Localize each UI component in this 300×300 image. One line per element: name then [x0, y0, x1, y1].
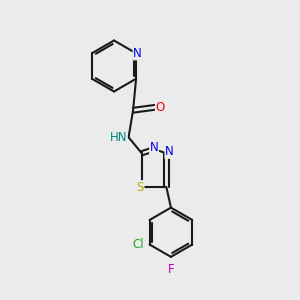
- Text: N: N: [133, 47, 142, 60]
- Text: O: O: [155, 101, 165, 114]
- Text: F: F: [168, 263, 174, 276]
- Text: S: S: [136, 181, 144, 194]
- Text: N: N: [150, 141, 158, 154]
- Text: N: N: [165, 145, 174, 158]
- Text: Cl: Cl: [132, 238, 144, 251]
- Text: HN: HN: [110, 131, 127, 144]
